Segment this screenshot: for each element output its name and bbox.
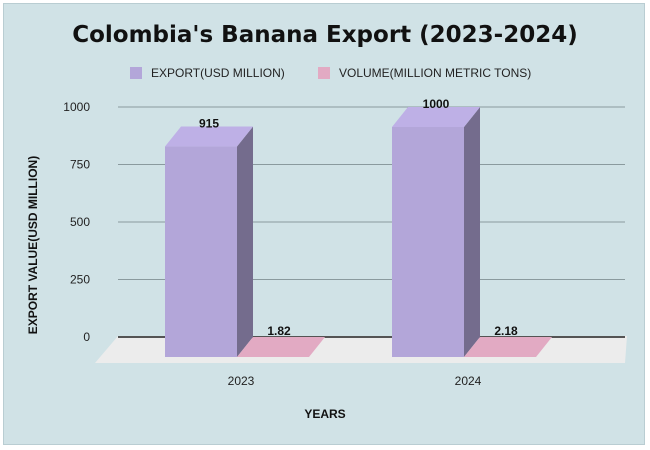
y-tick-label: 500 bbox=[70, 215, 90, 229]
bar-export-2024 bbox=[392, 127, 464, 357]
bar-side-export-2024 bbox=[464, 107, 480, 357]
bar-side-export-2023 bbox=[237, 126, 253, 357]
bar-volume-2023 bbox=[237, 337, 325, 357]
y-tick-label: 0 bbox=[83, 330, 90, 344]
y-tick-label: 1000 bbox=[63, 100, 90, 114]
legend-swatch-volume bbox=[318, 67, 330, 79]
data-label-volume-2023: 1.82 bbox=[267, 324, 291, 338]
x-tick-label: 2024 bbox=[455, 374, 482, 388]
data-label-export-2023: 915 bbox=[199, 117, 219, 131]
legend-label-export: EXPORT(USD MILLION) bbox=[151, 66, 285, 80]
x-tick-label: 2023 bbox=[228, 374, 255, 388]
chart-title: Colombia's Banana Export (2023-2024) bbox=[72, 22, 578, 48]
bar-export-2023 bbox=[165, 146, 237, 357]
legend-item-volume: VOLUME(MILLION METRIC TONS) bbox=[318, 66, 531, 80]
bar-volume-2024 bbox=[464, 337, 552, 357]
legend-swatch-export bbox=[130, 67, 142, 79]
data-label-volume-2024: 2.18 bbox=[494, 324, 518, 338]
legend-label-volume: VOLUME(MILLION METRIC TONS) bbox=[339, 66, 532, 80]
bar-top-export-2023 bbox=[165, 126, 253, 147]
y-tick-label: 750 bbox=[70, 158, 90, 172]
y-tick-label: 250 bbox=[70, 273, 90, 287]
bar-top-export-2024 bbox=[392, 107, 480, 127]
data-label-export-2024: 1000 bbox=[423, 97, 450, 111]
x-axis-label: YEARS bbox=[304, 407, 346, 421]
legend-item-export: EXPORT(USD MILLION) bbox=[130, 66, 285, 80]
chart-legend: EXPORT(USD MILLION) VOLUME(MILLION METRI… bbox=[0, 66, 650, 86]
